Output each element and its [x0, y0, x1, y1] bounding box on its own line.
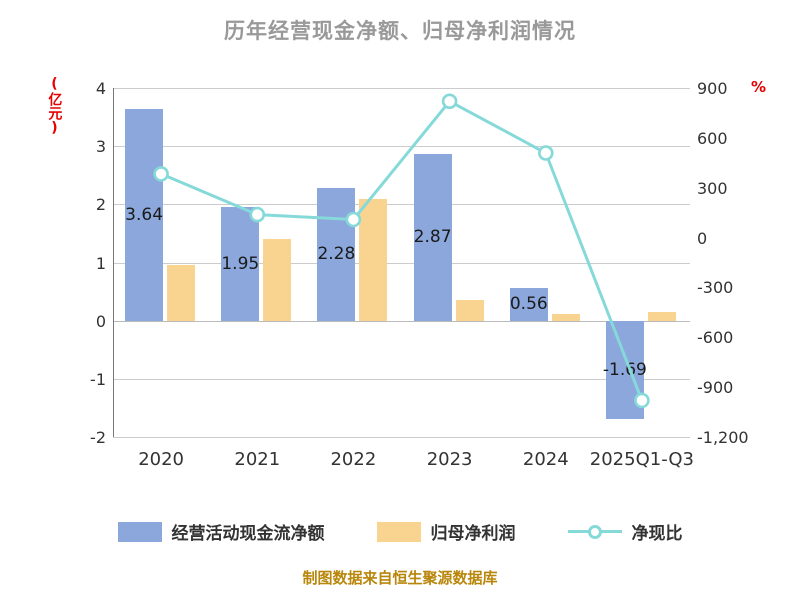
- line-marker: [249, 206, 266, 223]
- y-tick-label: 1: [95, 253, 106, 273]
- legend-label: 归母净利润: [430, 524, 516, 544]
- x-tick-label: 2022: [330, 449, 377, 470]
- x-tick-label: 2024: [522, 449, 569, 470]
- bar-value-label: 2.87: [413, 227, 452, 248]
- bar: [167, 265, 196, 321]
- net-cash-ratio-line: [153, 93, 650, 409]
- legend: 经营活动现金流净额 归母净利润 净现比: [0, 519, 800, 544]
- bar: [413, 153, 452, 321]
- y-tick-label: 2: [95, 195, 106, 215]
- bar: [551, 313, 580, 321]
- bar-value-label: 0.56: [509, 294, 548, 315]
- y-tick-label: -300: [697, 278, 734, 298]
- y-tick-label: 600: [697, 128, 728, 148]
- plot-area: 3.64 1.95 2.28 2.87 0.56 -1.69: [113, 88, 690, 438]
- line-marker: [441, 93, 458, 110]
- line-marker: [153, 166, 169, 182]
- gridline: [113, 204, 690, 206]
- y-tick-label: -900: [697, 378, 734, 398]
- bar-value-label: -1.69: [602, 359, 647, 380]
- left-axis-unit: (亿元): [46, 76, 63, 136]
- gridline: [113, 88, 690, 89]
- bar-value-label: 3.64: [125, 204, 164, 225]
- legend-item-0: 经营活动现金流净额: [117, 519, 325, 544]
- bar: [221, 207, 260, 321]
- legend-label: 经营活动现金流净额: [171, 524, 325, 544]
- bar: [455, 299, 484, 321]
- data-source-note: 制图数据来自恒生聚源数据库: [302, 569, 498, 587]
- gridline: [113, 262, 690, 264]
- y-tick-label: -600: [697, 328, 734, 348]
- x-tick-label: 2023: [426, 449, 473, 470]
- x-tick-label: 2020: [138, 449, 184, 470]
- y-tick-label: -2: [90, 428, 106, 447]
- legend-label: 净现比: [631, 524, 683, 544]
- gridline: [113, 378, 690, 380]
- legend-line-marker: [587, 524, 602, 539]
- bar: [647, 311, 676, 321]
- bar: [509, 288, 548, 321]
- y-tick-label: -1,200: [697, 428, 749, 447]
- legend-line-symbol: [567, 524, 622, 539]
- y-tick-label: 0: [697, 228, 708, 248]
- legend-item-2: 净现比: [567, 519, 683, 544]
- bar: [125, 108, 164, 321]
- gridline: [113, 146, 690, 148]
- right-axis-unit: %: [751, 78, 767, 96]
- bar-value-label: 1.95: [221, 254, 260, 274]
- line-marker: [345, 211, 362, 228]
- bar-value-label: 2.28: [317, 244, 356, 265]
- bar: [263, 238, 292, 321]
- chart-title: 历年经营现金净额、归母净利润情况: [224, 19, 576, 43]
- gridline: [113, 437, 690, 438]
- y-tick-label: 300: [697, 178, 728, 198]
- x-tick-label: 2025Q1-Q3: [589, 449, 694, 470]
- line-marker: [634, 392, 650, 409]
- bar: [317, 188, 356, 321]
- legend-item-1: 归母净利润: [376, 519, 516, 544]
- legend-swatch: [117, 521, 162, 542]
- line-marker: [537, 145, 554, 161]
- bar: [359, 198, 388, 321]
- y-tick-label: 3: [95, 137, 106, 157]
- y-axis-line: [113, 88, 114, 437]
- gridline: [113, 320, 690, 322]
- y-tick-label: -1: [90, 369, 106, 389]
- y-tick-label: 0: [95, 311, 106, 331]
- x-tick-label: 2021: [234, 449, 281, 470]
- legend-swatch: [376, 521, 421, 542]
